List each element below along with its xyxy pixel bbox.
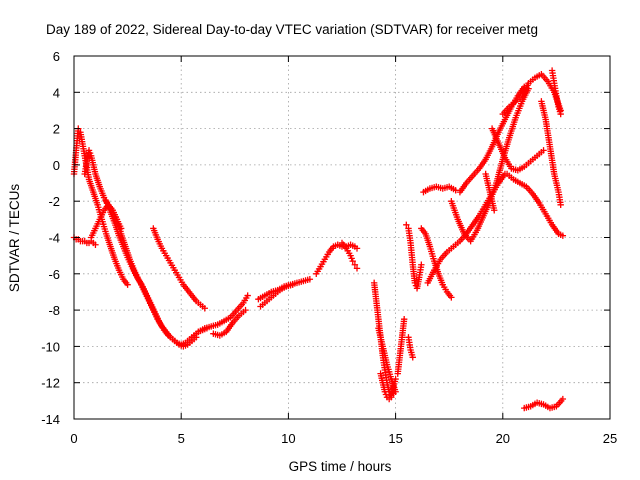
series-arc-7 (188, 292, 251, 341)
y-axis-label: SDTVAR / TECUs (7, 184, 22, 293)
x-tick-labels: 0 5 10 15 20 25 (70, 431, 617, 446)
data-point (353, 245, 361, 252)
data-point (289, 281, 296, 288)
series-arc-30 (521, 395, 567, 412)
data-point (392, 388, 399, 395)
y-tick-label: -8 (48, 303, 60, 318)
series-arc-5 (102, 198, 200, 350)
y-tick-label: 0 (53, 158, 60, 173)
data-point (559, 232, 567, 239)
y-tick-label: -12 (41, 376, 60, 391)
x-tick-label: 15 (388, 431, 402, 446)
x-tick-label: 20 (496, 431, 510, 446)
series-arc-15 (375, 325, 399, 395)
y-tick-label: -4 (48, 231, 60, 246)
series-arc-18 (405, 334, 416, 361)
series-arc-29 (482, 170, 498, 214)
data-point (353, 265, 361, 272)
data-point (559, 395, 567, 403)
data-point (92, 241, 99, 248)
y-tick-label: 2 (53, 122, 60, 137)
data-point (448, 294, 455, 301)
series-arc-20 (420, 183, 459, 196)
series-arc-22 (448, 85, 532, 245)
y-tick-label: 6 (53, 49, 60, 64)
data-point (242, 306, 249, 314)
data-point (400, 315, 408, 323)
series-arc-6 (150, 225, 208, 312)
data-point (557, 110, 564, 118)
series-arc-25 (503, 170, 567, 239)
series-arc-10 (257, 281, 296, 310)
series-arc-16 (394, 315, 408, 377)
x-tick-label: 10 (281, 431, 295, 446)
series-arc-12 (338, 239, 361, 272)
y-tick-label: -6 (48, 267, 60, 282)
series-arc-28 (548, 67, 564, 118)
x-tick-label: 5 (178, 431, 185, 446)
data-point (351, 261, 359, 268)
chart-title: Day 189 of 2022, Sidereal Day-to-day VTE… (46, 22, 538, 37)
series-arc-24 (499, 70, 564, 118)
y-tick-label: -10 (41, 339, 60, 354)
data-point (403, 221, 410, 228)
data-point (491, 207, 498, 214)
axis-ticks (73, 55, 611, 420)
data-point (306, 276, 314, 283)
y-tick-labels: -14 -12 -10 -8 -6 -4 -2 0 2 4 6 (41, 49, 60, 427)
series-arc-19 (418, 225, 455, 301)
x-tick-label: 0 (70, 431, 77, 446)
data-point (557, 201, 564, 209)
y-tick-label: -2 (48, 194, 60, 209)
y-tick-label: -14 (41, 412, 60, 427)
series-arc-26 (488, 125, 547, 174)
data-marks (70, 67, 567, 412)
series-arc-17 (403, 221, 425, 292)
series-arc-27 (538, 98, 564, 209)
data-point (385, 395, 393, 403)
data-point (409, 354, 416, 361)
data-point (418, 261, 425, 268)
data-point (349, 257, 356, 265)
data-point (452, 187, 459, 194)
data-point (201, 305, 208, 312)
x-tick-label: 25 (603, 431, 617, 446)
series-arc-8 (210, 306, 249, 339)
data-point (244, 292, 251, 299)
y-tick-label: 4 (53, 85, 60, 100)
data-point (124, 281, 131, 288)
x-axis-label: GPS time / hours (289, 459, 392, 474)
data-point (540, 147, 547, 154)
